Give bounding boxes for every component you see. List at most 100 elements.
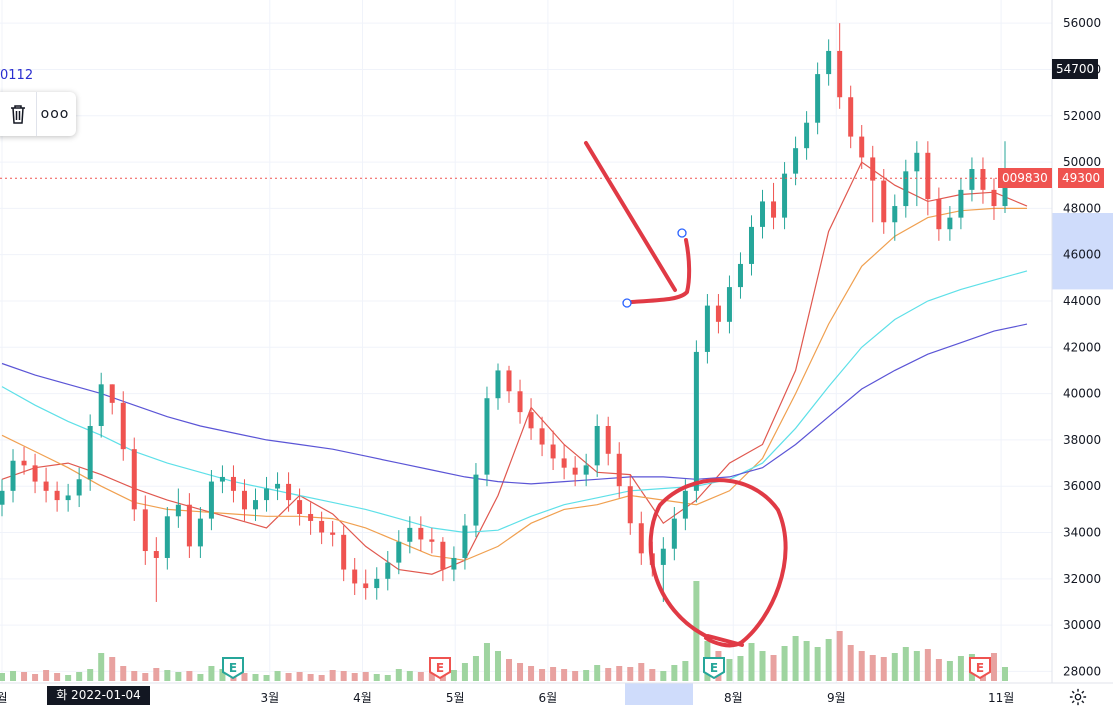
candle-body — [131, 449, 137, 510]
volume-bar — [483, 643, 490, 681]
candle-body — [848, 97, 854, 137]
volume-bar — [847, 645, 854, 681]
moving-average-line — [1, 270, 1028, 534]
volume-bar — [781, 646, 788, 681]
candle-body — [517, 391, 523, 413]
y-tick-label: 40000 — [1063, 387, 1101, 401]
volume-bar — [990, 653, 997, 681]
volume-bar — [76, 672, 83, 681]
volume-bar — [494, 651, 501, 681]
volume-bar — [517, 663, 524, 681]
candle-body — [396, 541, 402, 563]
candle-body — [925, 152, 931, 200]
candle-body — [153, 551, 159, 558]
candle-body — [715, 305, 721, 322]
volume-bar — [252, 674, 259, 681]
candle-body — [308, 513, 314, 521]
candle-body — [737, 263, 743, 288]
volume-bar — [351, 673, 358, 681]
volume-bar — [274, 671, 281, 681]
annotation-handle-start[interactable] — [622, 298, 632, 308]
annotation-ellipse[interactable] — [648, 478, 788, 648]
x-tick-label: 6월 — [539, 691, 558, 705]
ticker-price-label: 009830 — [998, 168, 1052, 189]
volume-bar — [87, 669, 94, 681]
volume-bar — [649, 669, 656, 681]
candle-body — [65, 495, 71, 501]
volume-bar — [241, 673, 248, 681]
delete-button[interactable] — [0, 96, 36, 132]
candle-body — [693, 351, 699, 491]
y-tick-label: 44000 — [1063, 294, 1101, 308]
candle-body — [991, 189, 997, 207]
annotation-ellipse-tail[interactable] — [706, 634, 744, 647]
annotation-handle-end[interactable] — [677, 228, 687, 238]
x-tick-label: 3월 — [260, 691, 279, 705]
volume-bar — [737, 656, 744, 681]
candle-body — [230, 476, 236, 491]
candle-body — [253, 500, 259, 510]
volume-bar — [935, 659, 942, 681]
candle-body — [297, 500, 303, 514]
candle-body — [726, 287, 732, 322]
volume-bar — [197, 674, 204, 681]
candle-body — [550, 444, 556, 459]
candle-body — [98, 384, 104, 427]
more-button[interactable]: ooo — [37, 96, 73, 132]
volume-bar — [285, 673, 292, 681]
volume-bar — [109, 657, 116, 681]
volume-bar — [186, 671, 193, 681]
candle-body — [528, 412, 534, 429]
candle-body — [804, 122, 810, 149]
volume-bar — [671, 665, 678, 681]
candle-body — [572, 467, 578, 475]
y-tick-label: 42000 — [1063, 340, 1101, 354]
volume-bar — [10, 671, 17, 681]
drawing-toolbar: ooo — [0, 92, 76, 136]
volume-bar — [406, 671, 413, 681]
candle-body — [473, 474, 479, 526]
candle-body — [219, 476, 225, 482]
volume-bar — [98, 653, 105, 681]
candle-body — [660, 548, 666, 565]
candle-body — [21, 460, 27, 466]
candle-body — [947, 217, 953, 230]
earnings-marker — [703, 657, 725, 680]
candle-body — [638, 523, 644, 554]
candle-body — [859, 136, 865, 158]
candle-body — [286, 483, 292, 501]
candle-body — [495, 370, 501, 399]
volume-bar — [605, 668, 612, 681]
candle-body — [914, 152, 920, 172]
volume-bar — [506, 659, 513, 681]
price-axis-highlight — [1052, 213, 1113, 290]
x-tick-label: 4월 — [353, 691, 372, 705]
candle-body — [164, 516, 170, 558]
y-tick-label: 52000 — [1063, 109, 1101, 123]
candle-body — [175, 504, 181, 517]
annotation-hook[interactable] — [630, 238, 692, 304]
volume-bar — [21, 672, 28, 681]
x-tick-label: 9월 — [827, 691, 846, 705]
last-price-label: 49300 — [1058, 168, 1105, 189]
candle-body — [440, 541, 446, 570]
candle-body — [54, 490, 60, 501]
volume-bar — [803, 641, 810, 681]
crosshair-date-label: 화 2022-01-04 — [47, 686, 150, 705]
volume-bar — [616, 666, 623, 681]
volume-bar — [307, 674, 314, 681]
annotation-arrow[interactable] — [584, 141, 677, 292]
volume-bar — [0, 673, 5, 681]
candle-body — [109, 384, 115, 403]
moving-average-line — [1, 161, 1028, 575]
candle-body — [407, 527, 413, 542]
candle-body — [605, 426, 611, 454]
gear-icon[interactable] — [1068, 688, 1088, 706]
y-tick-label: 46000 — [1063, 248, 1101, 262]
volume-bar — [153, 668, 160, 681]
candle-body — [760, 201, 766, 227]
y-tick-label: 38000 — [1063, 433, 1101, 447]
candle-body — [506, 370, 512, 392]
candle-body — [264, 488, 270, 501]
